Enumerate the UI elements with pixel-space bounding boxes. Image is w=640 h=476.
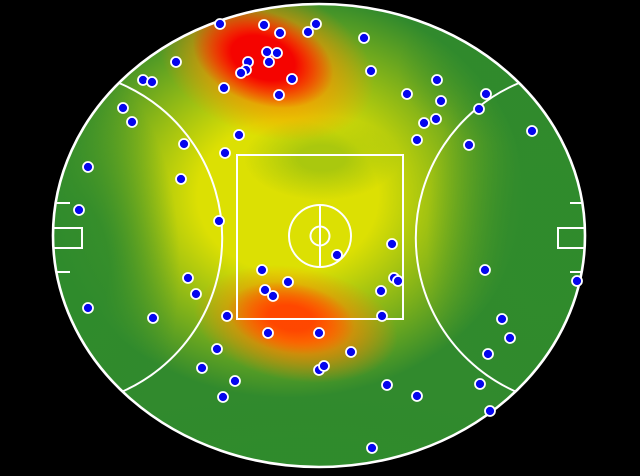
right-goal-square-line [557, 227, 585, 249]
data-point-dot [219, 147, 231, 159]
data-points-layer [73, 18, 583, 454]
data-point-dot [258, 19, 270, 31]
data-point-dot [211, 343, 223, 355]
data-point-dot [411, 390, 423, 402]
boundary-line [51, 2, 587, 469]
data-point-dot [526, 125, 538, 137]
data-point-dot [365, 65, 377, 77]
data-point-dot [271, 47, 283, 59]
data-point-dot [504, 332, 516, 344]
data-point-dot [182, 272, 194, 284]
data-point-dot [302, 26, 314, 38]
data-point-dot [221, 310, 233, 322]
data-point-dot [286, 73, 298, 85]
data-point-dot [126, 116, 138, 128]
data-point-dot [310, 18, 322, 30]
data-point-dot [261, 46, 273, 58]
data-point-dot [282, 276, 294, 288]
data-point-dot [411, 134, 423, 146]
data-point-dot [256, 264, 268, 276]
data-point-dot [73, 204, 85, 216]
data-point-dot [463, 139, 475, 151]
data-point-dot [262, 327, 274, 339]
green-left-heat-zone [53, 63, 180, 467]
data-point-dot [213, 215, 225, 227]
data-point-dot [235, 67, 247, 79]
data-point-dot [229, 375, 241, 387]
inner-field-lines [53, 82, 585, 394]
field-lines-layer [51, 2, 587, 469]
data-point-dot [82, 161, 94, 173]
data-point-dot [178, 138, 190, 150]
data-point-dot [474, 378, 486, 390]
data-point-dot [401, 88, 413, 100]
data-point-dot [274, 27, 286, 39]
data-point-dot [190, 288, 202, 300]
data-point-dot [473, 103, 485, 115]
data-point-dot [170, 56, 182, 68]
data-point-dot [313, 327, 325, 339]
data-point-dot [358, 32, 370, 44]
data-point-dot [431, 74, 443, 86]
data-point-dot [218, 82, 230, 94]
data-point-dot [147, 312, 159, 324]
data-point-dot [479, 264, 491, 276]
data-point-dot [146, 76, 158, 88]
data-point-dot [375, 285, 387, 297]
data-point-dot [217, 391, 229, 403]
right-fifty-metre-arc [414, 82, 520, 394]
data-point-dot [480, 88, 492, 100]
center-square-line [236, 154, 404, 320]
data-point-dot [196, 362, 208, 374]
data-point-dot [482, 348, 494, 360]
data-point-dot [82, 302, 94, 314]
data-point-dot [175, 173, 187, 185]
data-point-dot [233, 129, 245, 141]
data-point-dot [430, 113, 442, 125]
data-point-dot [318, 360, 330, 372]
data-point-dot [345, 346, 357, 358]
data-point-dot [273, 89, 285, 101]
data-point-dot [263, 56, 275, 68]
left-fifty-metre-arc [118, 82, 224, 394]
data-point-dot [392, 275, 404, 287]
data-point-dot [418, 117, 430, 129]
data-point-dot [386, 238, 398, 250]
data-point-dot [214, 18, 226, 30]
data-point-dot [376, 310, 388, 322]
data-point-dot [331, 249, 343, 261]
data-point-dot [484, 405, 496, 417]
data-point-dot [571, 275, 583, 287]
green-bottom-heat-zone [53, 390, 567, 467]
top-red-heat-zone [192, 8, 334, 108]
data-point-dot [496, 313, 508, 325]
data-point-dot [366, 442, 378, 454]
data-point-dot [435, 95, 447, 107]
data-point-dot [381, 379, 393, 391]
data-point-dot [267, 290, 279, 302]
data-point-dot [259, 284, 271, 296]
left-goal-square-line [53, 227, 83, 249]
data-point-dot [117, 102, 129, 114]
